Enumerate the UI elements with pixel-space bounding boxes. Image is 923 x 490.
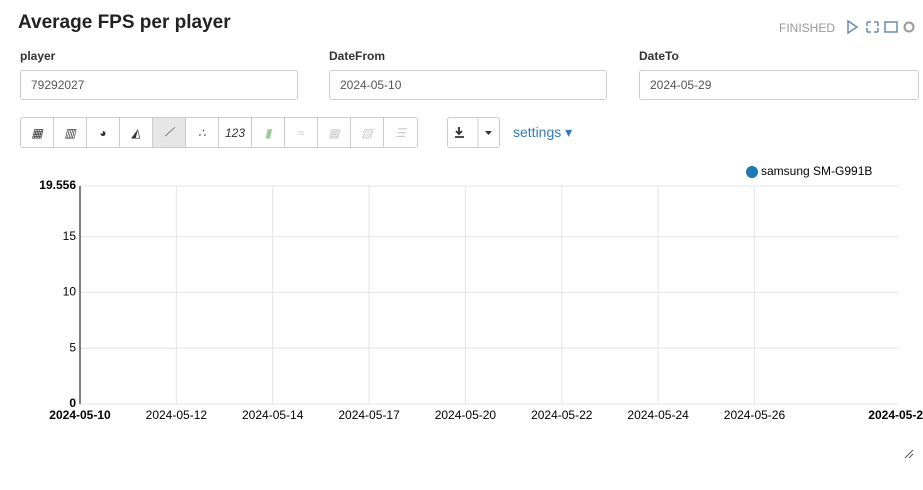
field-label: DateTo <box>639 49 679 63</box>
x-tick-label: 2024-05-20 <box>435 408 497 422</box>
plugin-button[interactable]: ▦ <box>318 118 351 147</box>
number-button[interactable]: 123 <box>219 118 252 147</box>
legend-marker <box>746 166 758 178</box>
x-tick-label: 2024-05-10 <box>49 408 111 422</box>
scatter-button[interactable]: ∴ <box>186 118 219 147</box>
text-input[interactable]: 2024-05-29 <box>639 70 919 100</box>
x-tick-label: 2024-05-24 <box>627 408 689 422</box>
plugin-button[interactable]: ☰ <box>395 125 406 140</box>
chart: 0 5 10 15 19.556 2024-05-10 2024-05-12 2024-05-… <box>39 164 923 459</box>
y-tick-label: 5 <box>69 340 76 354</box>
text-input[interactable]: 79292027 <box>20 70 298 100</box>
y-tick-label: 0 <box>69 396 76 410</box>
settings-label: settings <box>513 124 562 140</box>
download-button[interactable] <box>447 117 500 148</box>
line-button[interactable]: ⟋ <box>153 118 186 147</box>
status: FINISHED <box>779 21 836 35</box>
plugin-button[interactable]: ▧ <box>351 118 384 147</box>
x-tick-label: 2024-05-12 <box>146 408 208 422</box>
resize-handle <box>904 449 914 459</box>
y-tick-label: 19.556 <box>39 178 76 192</box>
field-label: DateFrom <box>329 49 386 63</box>
plugin-button[interactable]: ≈ <box>285 118 318 147</box>
area-button[interactable]: ◭ <box>120 118 153 147</box>
download-icon <box>455 118 492 147</box>
y-tick-label: 15 <box>63 229 77 243</box>
paragraph-title: Average FPS per player <box>18 12 231 33</box>
chart-type-buttons: ▦ ▥ ◕ ◭ ⟋ ∴ 123 ▮ ≈ ▦ ▧ ☰ <box>20 117 418 148</box>
plugin-button[interactable]: ▮ <box>252 118 285 147</box>
x-tick-label: 2024-05-29 <box>868 408 923 422</box>
y-tick-label: 10 <box>63 285 77 299</box>
text-input[interactable]: 2024-05-10 <box>329 70 607 100</box>
x-tick-label: 2024-05-17 <box>338 408 400 422</box>
paragraph-icons[interactable] <box>845 19 917 35</box>
bar-button[interactable]: ▥ <box>54 118 87 147</box>
table-button[interactable]: ▦ <box>21 118 54 147</box>
settings-toggle[interactable]: settings ▾ <box>513 124 573 140</box>
field-label: player <box>20 49 56 63</box>
x-tick-label: 2024-05-26 <box>724 408 786 422</box>
pie-button[interactable]: ◕ <box>87 118 120 147</box>
x-tick-label: 2024-05-14 <box>242 408 304 422</box>
x-tick-label: 2024-05-22 <box>531 408 593 422</box>
legend-label: samsung SM-G991B <box>761 164 872 178</box>
